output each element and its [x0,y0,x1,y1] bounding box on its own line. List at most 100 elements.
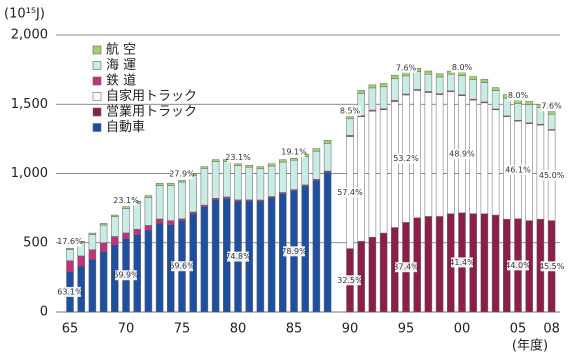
bar-segment [368,87,377,111]
x-tick-label: 90 [342,322,359,337]
x-tick-label: 05 [510,322,527,337]
y-tick-label: 1,500 [11,97,48,112]
bar-segment [290,159,298,190]
annotation-bg [395,262,417,273]
bar-segment [144,197,153,226]
legend-swatch [92,45,102,55]
bar-segment [167,185,175,221]
bar-segment [88,259,97,313]
bar-segment [267,197,276,313]
bar-segment [211,199,220,313]
bar-segment [77,255,85,267]
bar-segment [144,230,153,313]
bar-segment [234,165,242,201]
bar-segment [256,168,265,201]
legend-swatch [92,61,102,70]
bar-segment [480,102,489,214]
bar-segment [435,94,444,217]
bar-segment [368,236,377,313]
bar-segment [424,70,433,75]
annotation-bg [339,187,361,198]
y-unit: (10¹⁵J) [4,7,45,22]
bar-segment [312,148,321,152]
bar-segment [323,143,332,172]
bar-segment [357,116,365,242]
annotation-bg [451,257,473,268]
bar-segment [391,101,399,228]
annotation: 69.9% [113,271,139,280]
annotation: 69.6% [169,262,195,271]
bar-segment [267,163,276,167]
bar-segment [66,260,74,273]
annotation: 23.1% [225,153,251,162]
bar-segment [480,213,489,313]
legend-swatch [92,107,102,117]
bar-segment [491,87,500,91]
bar-segment [514,103,522,121]
annotation: 44.0% [505,261,531,270]
bar-segment [122,206,130,209]
bar-segment [503,97,511,117]
annotation-bg [227,251,249,262]
bar-segment [155,218,164,224]
annotation: 8.0% [508,91,529,100]
annotation: 57.4% [337,188,363,197]
bar-segment [211,161,220,199]
annotation-bg [59,236,81,247]
bar-segment [368,110,377,238]
bar-segment [144,225,153,231]
annotation: 53.2% [393,154,419,163]
annotation: 46.1% [505,165,531,174]
x-tick-label: 95 [398,322,415,337]
bar-segment [525,101,533,106]
annotation: 32.5% [337,276,363,285]
annotation: 45.5% [539,262,565,271]
bar-segment [391,78,399,101]
bar-segment [447,70,455,75]
annotation-bg [339,105,361,116]
legend-label: 鉄 道 [106,74,136,89]
bar-segment [458,72,466,76]
bar-segment [111,236,119,246]
bar-segment [133,228,141,235]
legend-label: 航 空 [106,42,136,58]
annotation: 8.0% [452,63,473,72]
bar-segment [99,223,108,226]
bar-segment [178,181,186,220]
bar-segment [245,164,253,168]
bar-segment [189,175,197,213]
bar-segment [379,83,388,88]
bar-segment [346,118,354,136]
bar-segment [99,224,108,244]
annotation-bg [227,152,249,163]
y-tick-label: 1,000 [11,166,48,181]
bar-segment [279,161,287,193]
annotation: 27.9% [169,170,195,179]
annotation: 7.6% [541,102,562,111]
bar-segment [88,232,97,235]
bar-segment [88,249,97,260]
bar-segment [133,202,141,230]
legend-label: 海 運 [106,58,136,73]
annotation-bg [507,90,529,101]
x-tick-label: 85 [286,322,303,337]
y-tick-label: 500 [23,235,48,250]
bar-segment [458,75,466,95]
bar-segment [111,216,119,237]
bar-segment [312,180,321,313]
bar-segment [223,161,231,198]
annotation-bg [451,62,473,73]
bar-segment [256,166,265,170]
x-tick-label: 08 [543,322,560,337]
annotation-bg [451,149,473,160]
annotation-bg [395,153,417,164]
annotation: 8.5% [340,106,361,115]
bar-segment [234,163,242,166]
bar-segment [66,248,74,250]
legend-label: 自動車 [106,120,145,135]
y-tick-label: 0 [40,305,48,320]
bar-segment [323,171,332,313]
annotation: 19.1% [281,148,307,157]
annotation: 17.6% [57,237,83,246]
